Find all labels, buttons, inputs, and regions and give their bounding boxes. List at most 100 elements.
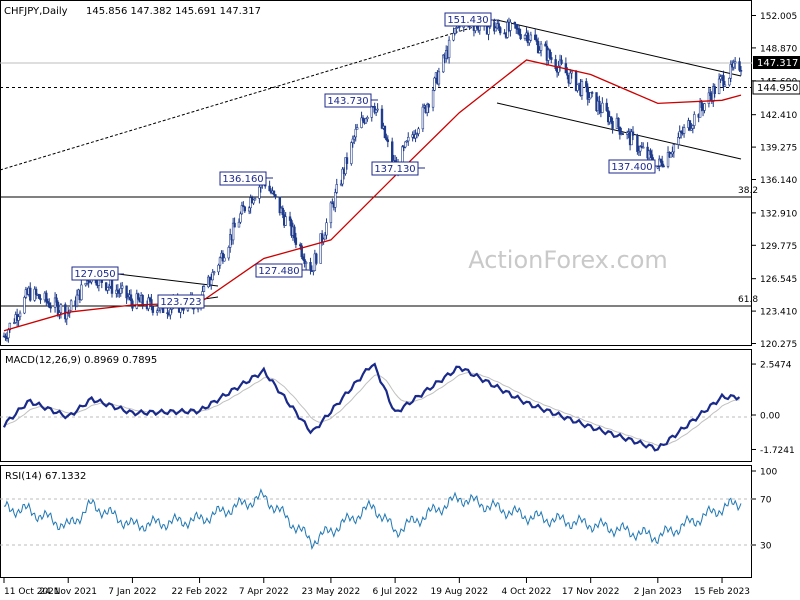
candle-body: [13, 322, 16, 324]
price-candle: [345, 152, 349, 170]
price-candle: [157, 309, 160, 312]
price-candle: [414, 129, 417, 143]
price-candle: [366, 115, 369, 122]
candle-body: [125, 285, 128, 299]
candle-body: [240, 205, 244, 215]
price-candle: [427, 102, 430, 114]
candle-body: [110, 279, 114, 294]
price-candle: [544, 41, 547, 47]
candle-body: [666, 151, 670, 167]
candle-body: [660, 160, 664, 167]
chart-header-ohlc: 145.856 147.382 145.691 147.317: [86, 6, 261, 17]
candle-body: [323, 234, 327, 240]
candle-body: [589, 92, 592, 99]
candle-body: [447, 39, 451, 58]
chart-header-symbol: CHFJPY,Daily: [4, 6, 68, 17]
price-candle: [121, 281, 124, 294]
candle-body: [453, 28, 457, 34]
watermark: ActionForex.com: [468, 246, 668, 274]
candle-body: [325, 222, 328, 236]
x-tick: 6 Jul 2022: [373, 587, 418, 597]
candle-body: [487, 26, 490, 35]
candle-body: [129, 294, 133, 302]
annotation-136160-text: 136.160: [222, 174, 263, 185]
candle-body: [46, 301, 49, 304]
candle-body: [354, 128, 357, 138]
price-candle: [5, 332, 9, 342]
candle-body: [528, 39, 531, 44]
x-tick: 19 Aug 2022: [431, 587, 489, 597]
candle-body: [121, 285, 124, 289]
price-candle: [660, 155, 664, 168]
price-candle: [738, 57, 741, 72]
price-candle: [606, 106, 610, 126]
price-candle: [671, 146, 674, 158]
candle-body: [433, 77, 436, 91]
candle-body: [693, 114, 696, 126]
candle-body: [517, 28, 521, 35]
price-candle: [442, 54, 445, 73]
candle-body: [723, 84, 727, 87]
price-candle: [39, 294, 42, 304]
price-candle: [8, 322, 12, 333]
price-candle: [341, 167, 344, 187]
candle-body: [732, 62, 735, 68]
candle-body: [366, 117, 369, 120]
candle-body: [611, 120, 614, 129]
candle-body: [239, 213, 242, 223]
price-candle: [156, 308, 159, 316]
candle-body: [64, 304, 67, 320]
candle-body: [252, 199, 255, 204]
price-candle: [529, 31, 533, 42]
candle-body: [288, 216, 292, 221]
price-candle: [137, 292, 140, 301]
x-tick: 24 Nov 2021: [39, 587, 97, 597]
price-candle: [621, 132, 624, 135]
annotation-143730: 143.730: [324, 93, 378, 108]
rsi-panel-frame: [0, 465, 752, 578]
candle-body: [237, 221, 241, 228]
price-candle: [107, 283, 111, 291]
candle-body: [621, 133, 624, 135]
price-candle: [666, 146, 670, 169]
candle-body: [231, 222, 235, 241]
price-candle: [355, 123, 359, 130]
macd-series-layer: [2, 362, 741, 452]
candle-body: [233, 222, 236, 228]
price-candle: [233, 217, 236, 228]
price-candle: [693, 111, 696, 129]
price-candle: [433, 76, 436, 92]
price-candle: [274, 194, 277, 200]
candle-body: [329, 202, 333, 224]
price-candle: [125, 285, 128, 304]
price-candle: [739, 65, 743, 76]
price-candle: [247, 206, 251, 215]
candle-body: [513, 21, 516, 25]
candle-body: [417, 128, 420, 134]
candle-body: [585, 81, 588, 88]
macd-title: MACD(12,26,9) 0.8969 0.7895: [5, 355, 157, 366]
price-candle: [688, 119, 692, 132]
price-candle: [231, 217, 235, 245]
price-candle: [243, 206, 247, 214]
candle-body: [713, 86, 716, 94]
candle-body: [229, 234, 232, 248]
candle-body: [370, 106, 373, 118]
candle-body: [341, 168, 344, 185]
annotation-137130: 137.130: [371, 161, 425, 176]
candle-body: [272, 190, 276, 195]
candle-body: [529, 34, 533, 41]
candle-body: [258, 186, 261, 199]
price-candle: [691, 124, 695, 134]
candle-body: [642, 146, 645, 149]
price-candle: [534, 29, 537, 41]
price-candle: [240, 201, 244, 215]
price-candle: [237, 218, 241, 228]
candle-body: [309, 262, 312, 271]
price-candle: [361, 115, 365, 123]
price-candle: [709, 88, 712, 101]
candle-body: [539, 43, 543, 51]
price-candle: [242, 201, 245, 208]
price-candle: [588, 92, 591, 103]
